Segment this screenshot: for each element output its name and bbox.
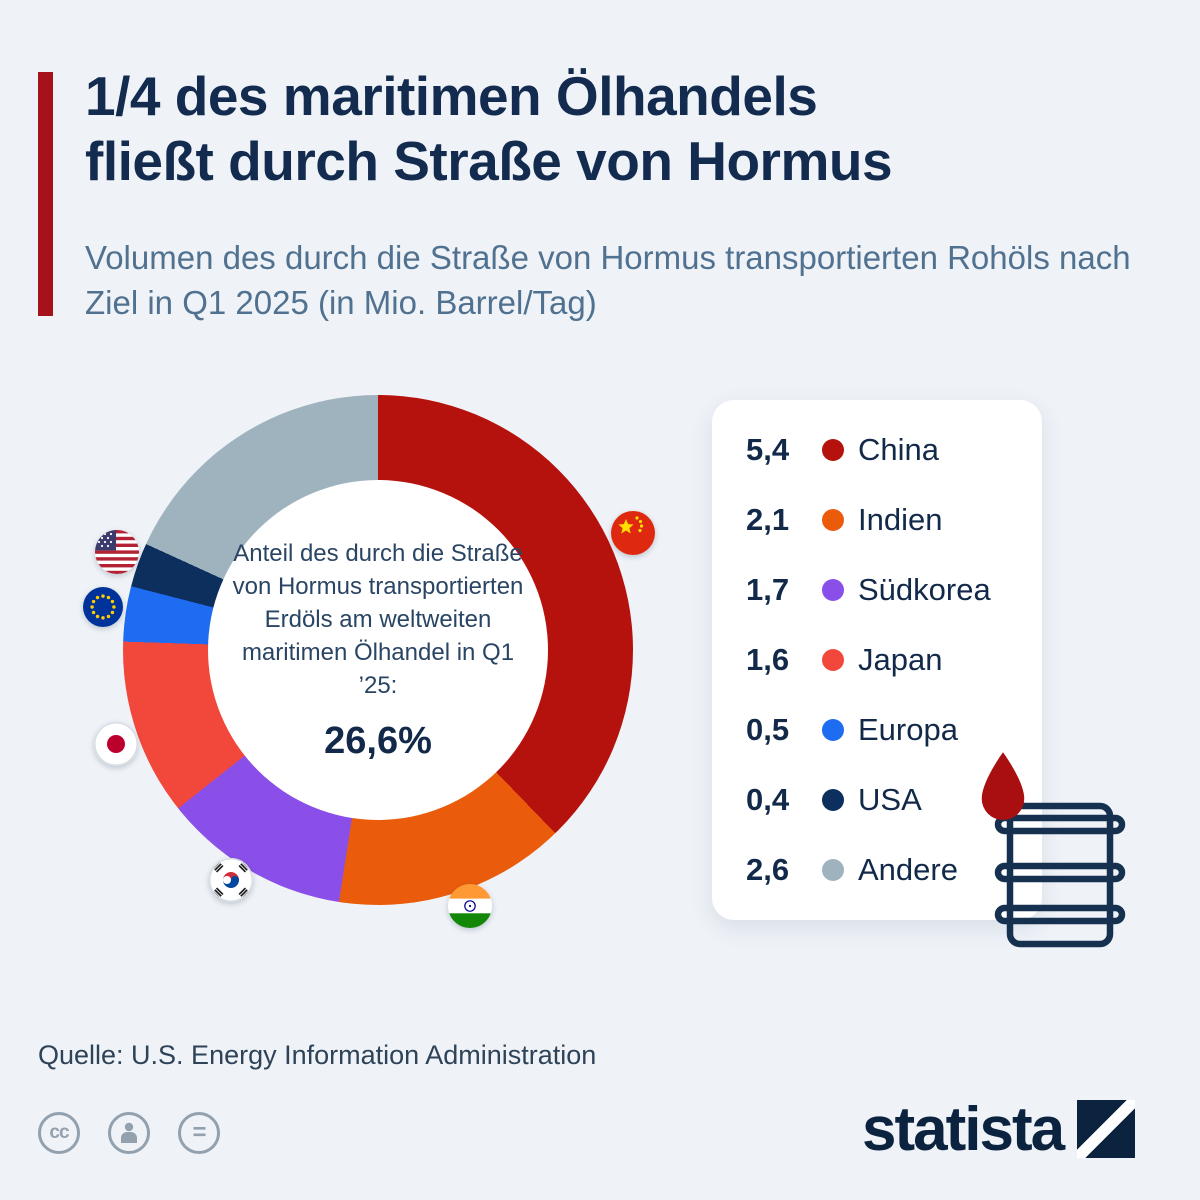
flag-japan-icon [94,722,138,766]
legend-item-europa: 0,5 Europa [746,708,1022,752]
cc-icon[interactable]: cc [38,1112,80,1154]
legend-value: 0,5 [746,712,790,747]
source-text: Quelle: U.S. Energy Information Administ… [38,1040,597,1070]
oil-drop-icon [974,748,1032,830]
legend-value: 5,4 [746,432,790,467]
legend-value: 2,6 [746,852,790,887]
legend-color-dot [822,579,844,601]
title-accent-bar [38,72,53,316]
statista-wordmark: statista [862,1094,1065,1164]
legend-color-dot [822,719,844,741]
statista-logo-mark [1077,1100,1136,1158]
legend: 5,4 China 2,1 Indien 1,7 Südkorea 1,6 Ja… [712,400,1042,920]
legend-color-dot [822,509,844,531]
legend-label: Europa [858,712,958,747]
legend-color-dot [822,789,844,811]
equals-icon[interactable]: = [178,1112,220,1154]
flag-south-korea-icon [209,858,253,902]
legend-label: China [858,432,939,467]
oil-barrel-icon [990,796,1130,954]
subtitle: Volumen des durch die Straße von Hormus … [85,239,1131,321]
legend-label: Südkorea [858,572,991,607]
donut-center-text: Anteil des durch die Straße von Hormus t… [232,539,524,700]
legend-item-usa: 0,4 USA [746,778,1022,822]
donut-chart: Anteil des durch die Straße von Hormus t… [123,395,633,905]
title-line-1: 1/4 des maritimen Ölhandels [85,65,818,127]
page-title: 1/4 des maritimen Ölhandels fließt durch… [85,64,1165,194]
legend-value: 0,4 [746,782,790,817]
donut-center: Anteil des durch die Straße von Hormus t… [208,480,548,820]
flag-eu-icon [83,587,123,627]
legend-label: Indien [858,502,943,537]
legend-label: Japan [858,642,943,677]
legend-item-suedkorea: 1,7 Südkorea [746,568,1022,612]
title-line-2: fließt durch Straße von Hormus [85,129,893,192]
legend-item-japan: 1,6 Japan [746,638,1022,682]
flag-china-icon [611,511,655,555]
legend-color-dot [822,649,844,671]
legend-value: 1,6 [746,642,790,677]
flag-india-icon [448,884,492,928]
legend-color-dot [822,859,844,881]
legend-label: USA [858,782,922,817]
legend-item-andere: 2,6 Andere [746,848,1022,892]
legend-item-china: 5,4 China [746,428,1022,472]
donut-center-value: 26,6% [324,720,432,763]
legend-value: 2,1 [746,502,790,537]
license-icons: cc = [38,1112,220,1154]
statista-logo[interactable]: statista [862,1094,1136,1164]
legend-color-dot [822,439,844,461]
legend-item-indien: 2,1 Indien [746,498,1022,542]
flag-usa-icon [95,530,139,574]
legend-value: 1,7 [746,572,790,607]
legend-label: Andere [858,852,958,887]
attribution-person-icon[interactable] [108,1112,150,1154]
